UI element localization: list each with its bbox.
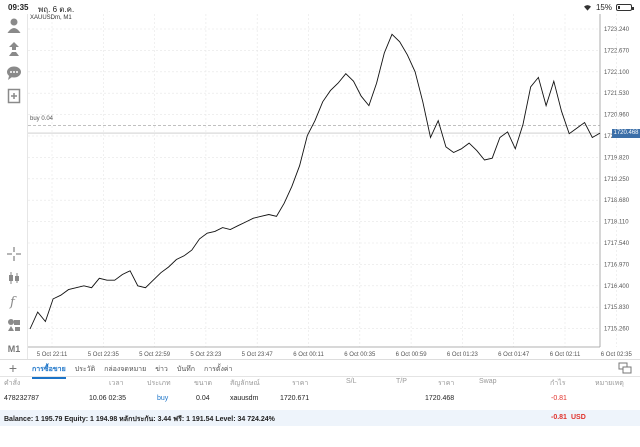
col-swap: Swap [479, 378, 497, 385]
col-order: คำสั่ง [4, 380, 21, 387]
svg-text:f: f [9, 295, 17, 309]
tab-history[interactable]: ประวัติ [74, 366, 96, 373]
bottom-tabs-bar: + การซื้อขาย ประวัติ กล่องจดหมาย ข่าว บั… [0, 359, 640, 379]
crosshair-icon[interactable] [6, 246, 22, 262]
current-price-tag: 1720.468 [612, 128, 640, 138]
y-tick-label: 1717.540 [604, 241, 630, 247]
status-time: 09:35 [8, 3, 29, 12]
tab-settings[interactable]: การตั้งค่า [203, 366, 233, 373]
x-tick-label: 5 Oct 22:59 [139, 352, 171, 358]
buy-line-label: buy 0.04 [30, 116, 54, 123]
status-right: 15% [583, 3, 634, 12]
cell-current-price: 1720.468 [425, 395, 455, 402]
candlestick-icon[interactable] [6, 270, 22, 286]
cell-type: buy [157, 395, 169, 402]
x-tick-label: 6 Oct 02:35 [601, 352, 633, 358]
cell-profit: -0.81 [551, 395, 567, 402]
col-symbol: สัญลักษณ์ [230, 380, 260, 387]
tab-journal[interactable]: บันทึก [176, 366, 195, 373]
cell-time: 10.06 02:35 [89, 395, 126, 402]
price-series-line [29, 33, 601, 330]
col-tp: T/P [396, 378, 407, 385]
x-tick-label: 5 Oct 22:11 [37, 352, 68, 358]
objects-icon[interactable] [6, 317, 22, 333]
col-time: เวลา [109, 380, 124, 387]
y-tick-label: 1715.830 [604, 305, 630, 311]
status-date: พฤ. 6 ต.ค. [38, 5, 75, 14]
col-size: ขนาด [194, 380, 213, 387]
x-tick-label: 6 Oct 01:47 [498, 352, 530, 358]
y-tick-label: 1722.670 [604, 48, 630, 54]
x-tick-label: 5 Oct 23:23 [190, 352, 222, 358]
col-price: ราคา [292, 380, 309, 387]
cell-symbol: xauusdm [230, 395, 259, 402]
battery-percent: 15% [595, 3, 612, 12]
battery-icon [616, 4, 634, 11]
indicators-icon[interactable]: f [6, 293, 22, 309]
y-tick-label: 1719.820 [604, 155, 630, 161]
account-icon[interactable] [6, 17, 22, 33]
x-tick-label: 6 Oct 00:59 [396, 352, 428, 358]
battery-level [618, 6, 620, 9]
y-tick-label: 1722.100 [604, 70, 630, 76]
y-tick-label: 1718.680 [604, 198, 630, 204]
cell-price: 1720.671 [280, 395, 310, 402]
chat-icon[interactable] [6, 65, 22, 81]
trade-icon[interactable] [6, 41, 22, 57]
y-tick-label: 1720.960 [604, 113, 630, 119]
balance-bar: Balance: 1 195.79 Equity: 1 194.98 หลักป… [0, 410, 640, 426]
x-tick-label: 5 Oct 22:35 [88, 352, 120, 358]
status-bar: 09:35 พฤ. 6 ต.ค. 15% [0, 0, 640, 14]
col-comment: หมายเหตุ [595, 380, 624, 387]
total-profit: -0.81 [551, 414, 567, 421]
y-tick-label: 1721.530 [604, 91, 630, 97]
tab-mailbox[interactable]: กล่องจดหมาย [104, 366, 147, 373]
table-row[interactable]: 478232787 10.06 02:35 buy 0.04 xauusdm 1… [0, 395, 640, 409]
x-tick-label: 6 Oct 01:23 [447, 352, 479, 358]
currency-label: USD [571, 414, 586, 421]
wifi-icon [583, 5, 591, 11]
y-tick-label: 1723.240 [604, 27, 630, 33]
y-tick-label: 1719.250 [604, 177, 630, 183]
x-tick-label: 6 Oct 00:35 [344, 352, 376, 358]
col-profit: กำไร [550, 380, 566, 387]
y-tick-label: 1718.110 [604, 220, 629, 226]
col-sl: S/L [346, 378, 357, 385]
y-tick-label: 1716.970 [604, 262, 630, 268]
chart-canvas[interactable]: 1723.240 1722.670 1722.100 1721.530 1720.960… [28, 14, 640, 359]
x-tick-label: 6 Oct 02:11 [550, 352, 581, 358]
tab-news[interactable]: ข่าว [155, 366, 168, 373]
tab-trade[interactable]: การซื้อขาย [32, 364, 66, 379]
panel-layout-icon[interactable] [618, 362, 632, 374]
cell-order: 478232787 [4, 395, 40, 402]
left-toolbar: f M1 [0, 14, 28, 359]
x-tick-label: 5 Oct 23:47 [242, 352, 274, 358]
y-tick-label: 1715.260 [604, 327, 630, 333]
y-tick-label: 1716.400 [604, 284, 630, 290]
price-chart[interactable]: 1723.240 1722.670 1722.100 1721.530 1720.960… [28, 14, 640, 359]
timeframe-m1-button[interactable]: M1 [7, 344, 21, 354]
balance-summary: Balance: 1 195.79 Equity: 1 194.98 หลักป… [4, 416, 275, 423]
tab-list: การซื้อขาย ประวัติ กล่องจดหมาย ข่าว บันท… [32, 364, 232, 379]
table-header: คำสั่ง เวลา ประเภท ขนาด สัญลักษณ์ ราคา S… [0, 378, 640, 392]
cell-size: 0.04 [196, 395, 210, 402]
col-current-price: ราคา [438, 380, 455, 387]
new-order-icon[interactable] [6, 88, 22, 104]
col-type: ประเภท [147, 380, 171, 387]
chart-symbol-label: XAUUSDm, M1 [30, 15, 72, 21]
x-tick-label: 6 Oct 00:11 [293, 352, 324, 358]
add-icon[interactable]: + [8, 360, 18, 376]
